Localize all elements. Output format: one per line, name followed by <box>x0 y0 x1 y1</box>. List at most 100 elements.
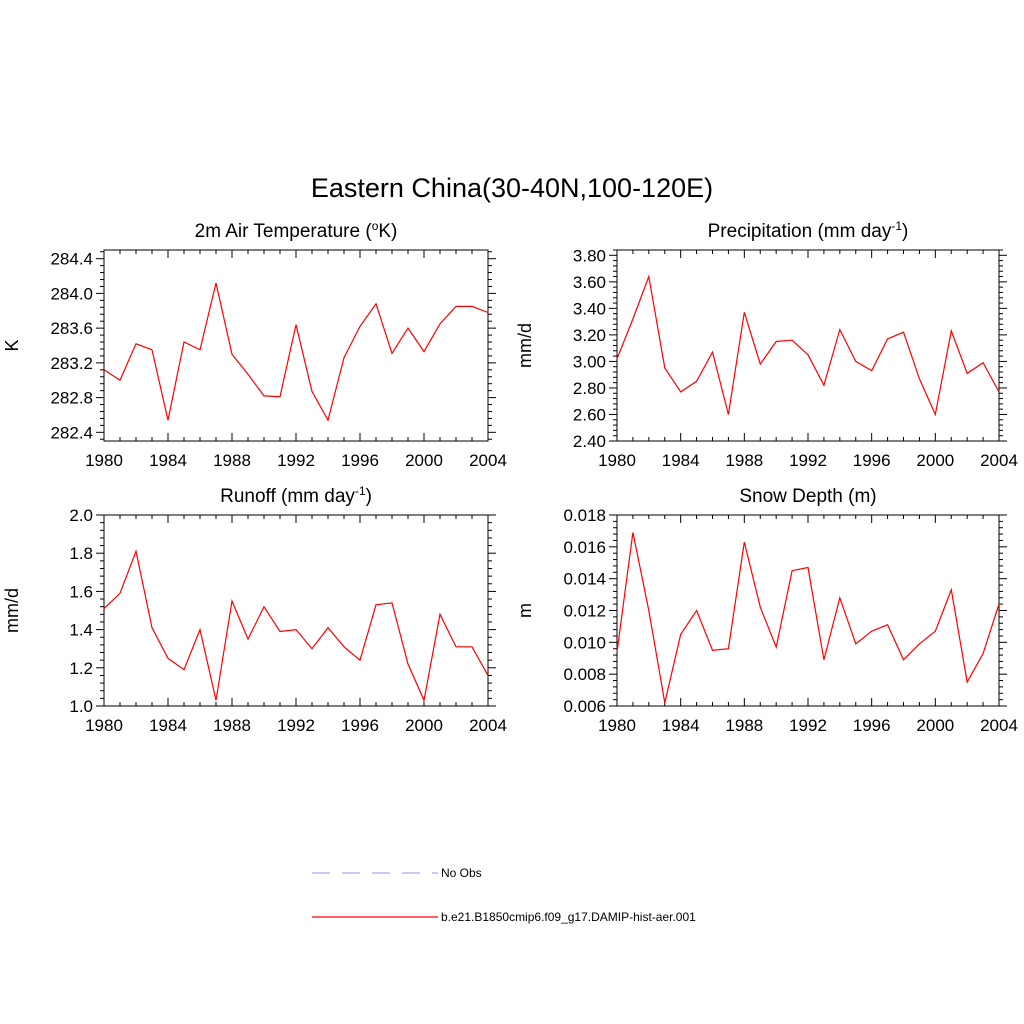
data-point <box>664 702 666 704</box>
y-tick-label: 1.6 <box>69 582 93 601</box>
panel-title: Precipitation (mm day-1) <box>708 219 909 242</box>
data-point <box>263 395 265 397</box>
data-point <box>823 384 825 386</box>
data-point <box>471 305 473 307</box>
data-point <box>311 648 313 650</box>
data-point <box>279 396 281 398</box>
data-point <box>311 390 313 392</box>
data-point <box>423 699 425 701</box>
x-tick-label: 2000 <box>405 716 443 735</box>
series-line <box>103 549 489 703</box>
plot-frame <box>103 249 489 442</box>
data-point <box>167 657 169 659</box>
data-point <box>886 338 888 340</box>
panel-title-text: Snow Depth (m) <box>739 486 876 507</box>
y-tick-label: 0.012 <box>563 602 606 621</box>
panel-title-sup: -1 <box>355 484 366 498</box>
panel-2: Precipitation (mm day-1) 1980 1984 1988 1992… <box>515 219 1018 470</box>
data-point <box>231 353 233 355</box>
x-tick-label: 1996 <box>341 716 379 735</box>
data-point <box>998 391 1000 393</box>
plot-frame <box>616 514 1000 707</box>
data-point <box>279 630 281 632</box>
series-line <box>616 274 1000 417</box>
y-tick-label: 3.00 <box>573 352 606 371</box>
y-tick-label: 284.0 <box>50 284 93 303</box>
y-tick-label: 0.018 <box>563 506 606 525</box>
data-point <box>839 597 841 599</box>
panel-title-sup: -1 <box>891 219 902 233</box>
data-point <box>119 379 121 381</box>
data-point <box>791 339 793 341</box>
x-tick-label: 1992 <box>277 451 315 470</box>
data-point <box>231 600 233 602</box>
x-tick-label: 1996 <box>853 451 891 470</box>
x-tick-label: 1988 <box>725 451 763 470</box>
y-tick-label: 283.6 <box>50 319 93 338</box>
y-tick-label: 284.4 <box>50 250 93 269</box>
x-tick-label: 1984 <box>662 451 700 470</box>
data-point <box>855 360 857 362</box>
x-tick-label: 1996 <box>341 451 379 470</box>
data-point <box>855 643 857 645</box>
data-point <box>934 630 936 632</box>
x-tick-label: 2004 <box>469 716 507 735</box>
y-tick-label: 0.010 <box>563 633 606 652</box>
panel-title-suffix: ) <box>366 486 372 507</box>
data-point <box>632 318 634 320</box>
x-tick-label: 1984 <box>662 716 700 735</box>
data-point <box>664 367 666 369</box>
data-point <box>327 419 329 421</box>
data-point <box>807 354 809 356</box>
data-point <box>407 327 409 329</box>
data-point <box>679 633 681 635</box>
data-point <box>648 275 650 277</box>
plot-frame <box>616 249 1000 442</box>
data-point <box>487 311 489 313</box>
data-point <box>167 419 169 421</box>
data-point <box>791 570 793 572</box>
data-point <box>439 613 441 615</box>
data-point <box>839 328 841 330</box>
data-point <box>183 341 185 343</box>
y-tick-label: 0.014 <box>563 570 606 589</box>
panels: 2m Air Temperature (oK)1980 1984 1988 1992 1… <box>2 219 1018 735</box>
y-tick-label: 0.016 <box>563 538 606 557</box>
data-point <box>103 607 105 609</box>
x-tick-label: 1996 <box>853 716 891 735</box>
data-point <box>727 413 729 415</box>
x-tick-label: 1980 <box>598 451 636 470</box>
x-tick-label: 1988 <box>213 716 251 735</box>
data-point <box>343 356 345 358</box>
data-point <box>918 377 920 379</box>
x-tick-label: 1984 <box>149 451 187 470</box>
data-point <box>375 604 377 606</box>
data-point <box>215 282 217 284</box>
data-point <box>151 626 153 628</box>
y-tick-label: 3.40 <box>573 299 606 318</box>
x-tick-label: 1980 <box>85 451 123 470</box>
data-point <box>823 659 825 661</box>
y-axis-label: mm/d <box>515 323 535 368</box>
data-point <box>934 413 936 415</box>
y-tick-label: 282.4 <box>50 423 93 442</box>
data-point <box>648 609 650 611</box>
figure-title: Eastern China(30-40N,100-120E) <box>311 173 713 203</box>
data-point <box>439 323 441 325</box>
data-point <box>407 663 409 665</box>
panel-title-suffix: ) <box>902 221 908 242</box>
data-point <box>247 638 249 640</box>
x-tick-label: 1992 <box>277 716 315 735</box>
y-tick-label: 1.8 <box>69 544 93 563</box>
y-tick-label: 0.006 <box>563 697 606 716</box>
x-tick-label: 1992 <box>789 716 827 735</box>
data-point <box>343 646 345 648</box>
data-point <box>632 531 634 533</box>
data-point <box>711 351 713 353</box>
data-point <box>950 330 952 332</box>
data-point <box>727 648 729 650</box>
data-point <box>391 602 393 604</box>
data-point <box>295 628 297 630</box>
panel-title-text: 2m Air Temperature ( <box>195 221 373 242</box>
